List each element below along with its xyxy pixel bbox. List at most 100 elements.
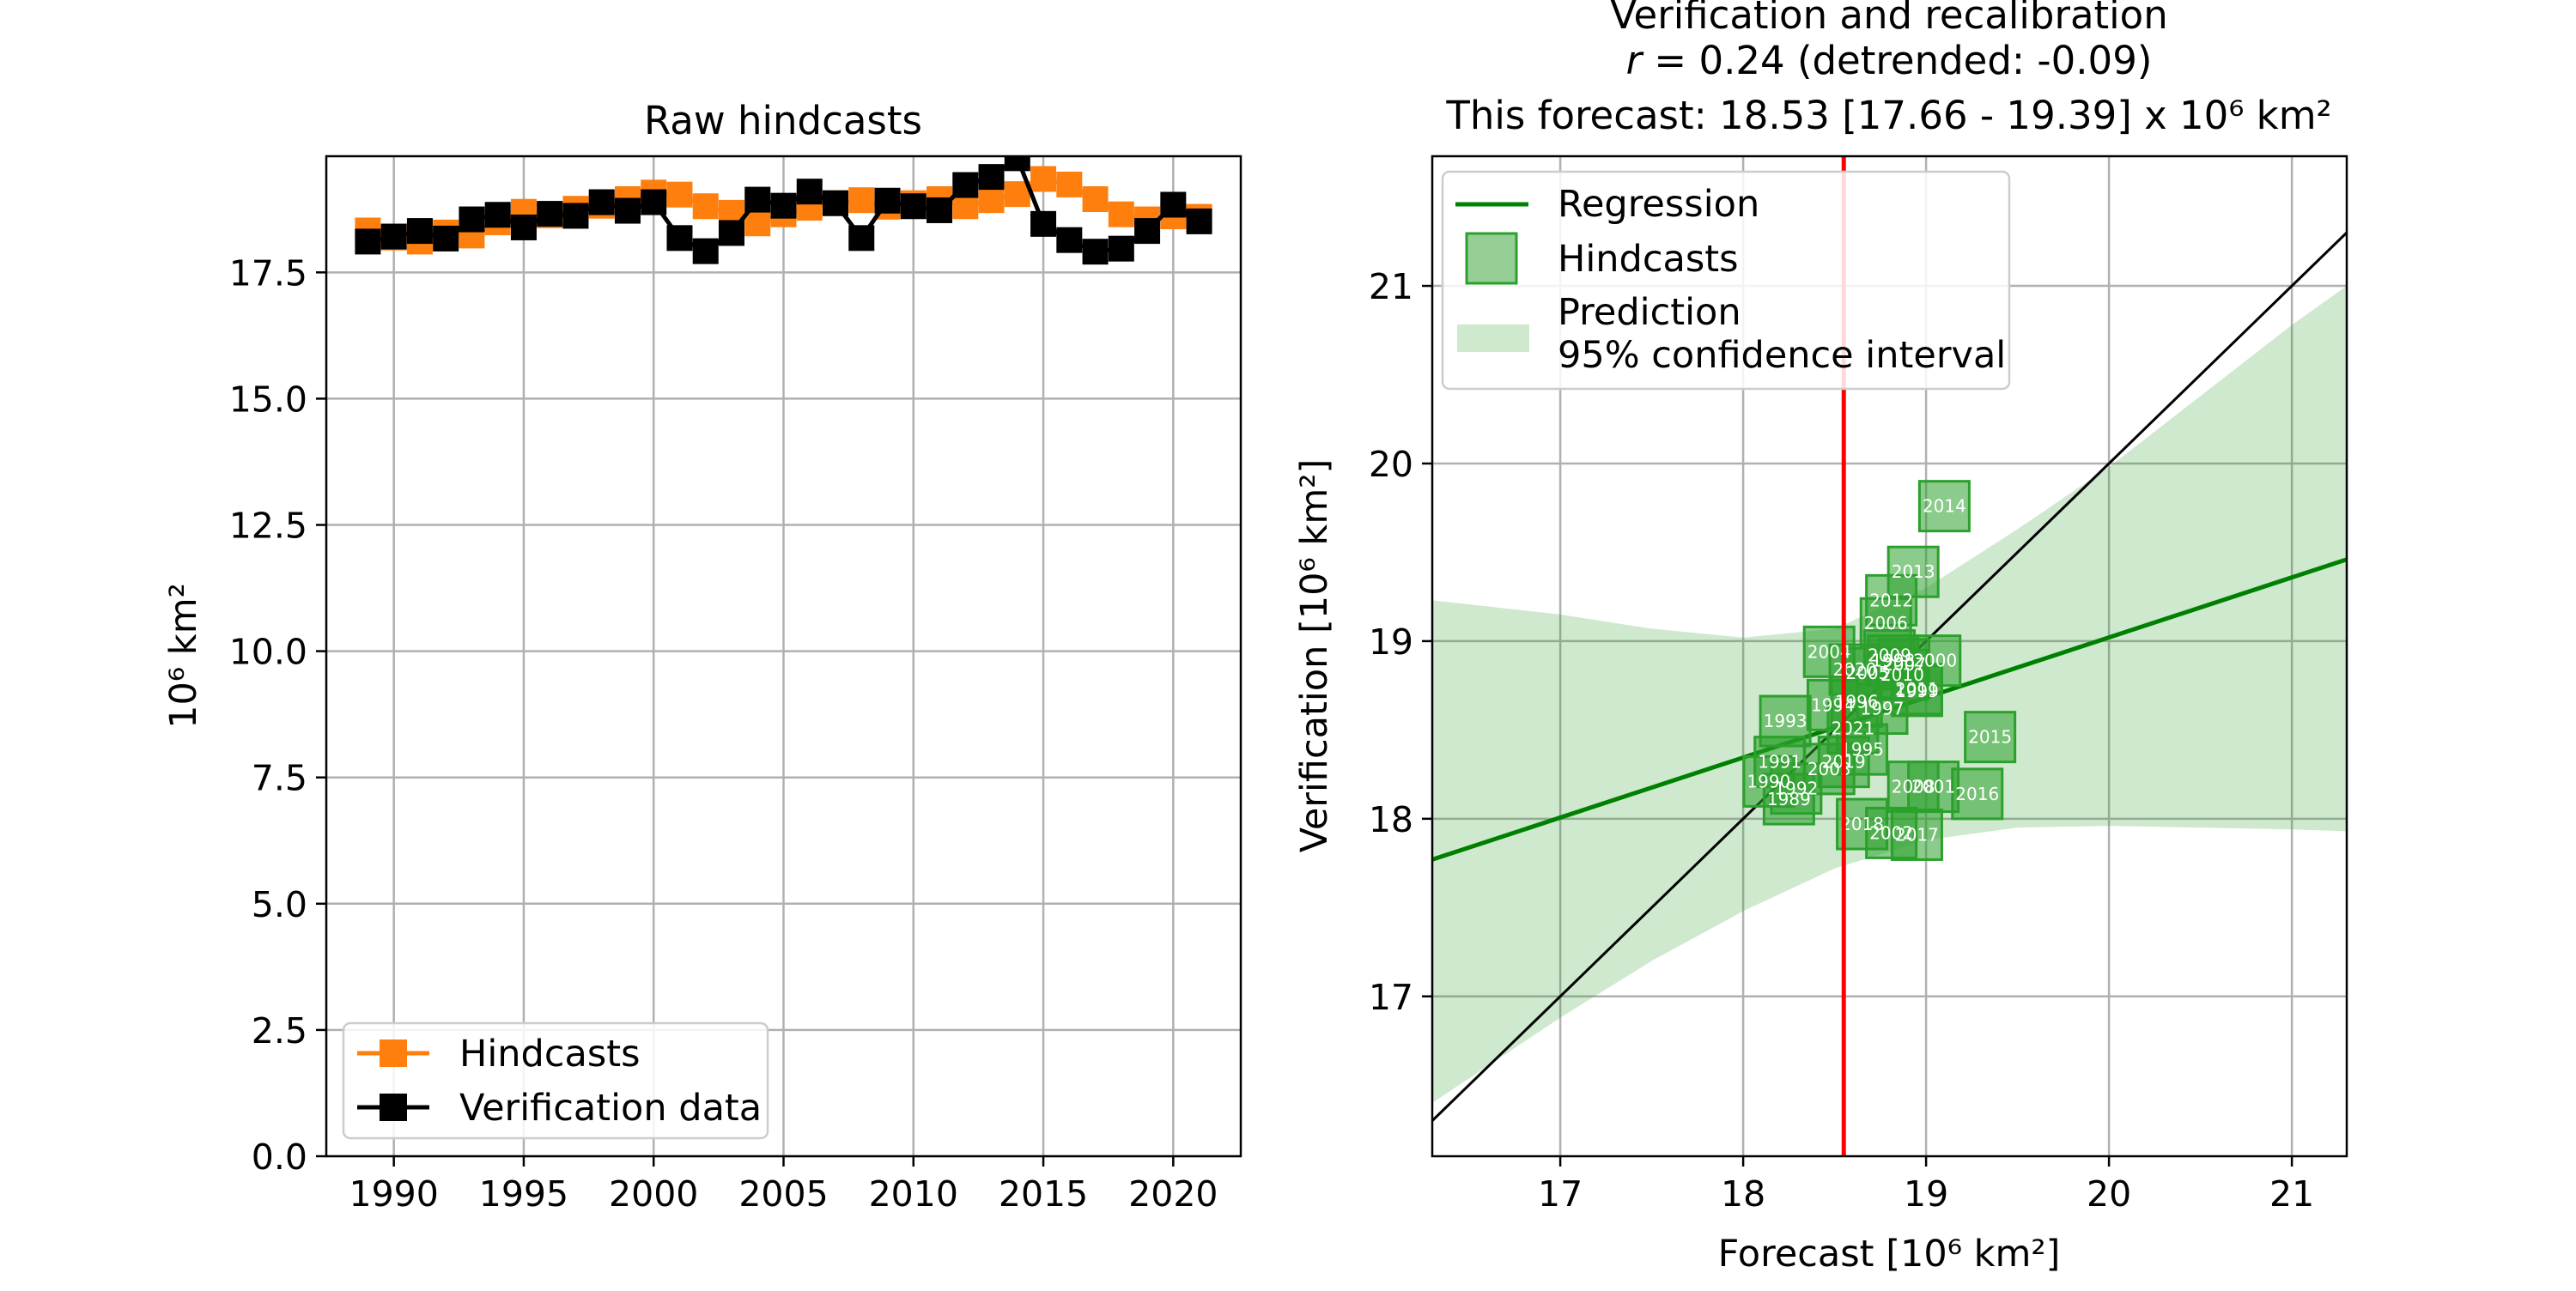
left-hindcasts-marker xyxy=(692,193,719,220)
hindcast-year-label: 2018 xyxy=(1840,814,1884,834)
left-y-tick-label: 2.5 xyxy=(252,1010,307,1052)
left-hindcasts-marker xyxy=(848,187,875,214)
right-title-r-value: = 0.24 (detrended: -0.09) xyxy=(1642,38,2152,83)
left-verification-marker xyxy=(823,190,849,216)
left-verification-marker xyxy=(459,206,485,233)
right-chart-title-line2: r = 0.24 (detrended: -0.09) xyxy=(1626,38,2153,83)
left-verification-marker xyxy=(900,193,927,220)
hindcast-year-label: 1990 xyxy=(1747,771,1790,791)
hindcast-point xyxy=(1886,545,1940,598)
left-verification-marker xyxy=(744,186,771,213)
left-x-tick-label: 2020 xyxy=(1128,1173,1218,1215)
legend-hindcasts-scatter-label: Hindcasts xyxy=(1558,238,1739,281)
left-y-tick-label: 10.0 xyxy=(229,632,307,673)
left-y-tick-label: 17.5 xyxy=(229,252,307,294)
left-legend[interactable]: Hindcasts Verification data xyxy=(342,1021,769,1140)
left-verification-marker xyxy=(562,203,589,229)
legend-hindcasts-marker xyxy=(380,1039,407,1067)
left-verification-marker xyxy=(1186,208,1212,234)
hindcast-year-label: 2000 xyxy=(1913,651,1957,671)
hindcast-year-label: 2009 xyxy=(1868,645,1911,665)
hindcast-year-label: 2015 xyxy=(1968,727,2012,748)
hindcast-year-label: 2007 xyxy=(1882,654,1926,675)
verification-panel: Verification and recalibration r = 0.24 … xyxy=(1293,0,2348,1276)
left-hindcasts-marker xyxy=(1030,166,1057,192)
hindcast-year-label: 2011 xyxy=(1895,679,1939,700)
left-hindcasts-marker xyxy=(978,187,1005,214)
hindcast-point xyxy=(1890,663,1943,716)
hindcast-year-label: 1997 xyxy=(1861,699,1905,719)
right-y-tick-label: 19 xyxy=(1369,621,1413,663)
right-x-tick-label: 17 xyxy=(1538,1173,1583,1215)
left-verification-marker xyxy=(1056,227,1083,253)
hindcast-year-label: 2008 xyxy=(1892,777,1935,797)
left-plot-area xyxy=(355,156,1212,265)
hindcast-year-label: 2002 xyxy=(1869,822,1913,843)
hindcast-year-label: 2021 xyxy=(1831,718,1874,738)
left-verification-marker xyxy=(510,214,537,240)
left-y-tick-label: 15.0 xyxy=(229,379,307,420)
right-y-tick-label: 18 xyxy=(1369,799,1413,840)
hindcast-point xyxy=(1917,480,1971,533)
hindcast-year-label: 2016 xyxy=(1955,784,1999,804)
left-verification-marker xyxy=(484,202,511,228)
hindcast-year-label: 2013 xyxy=(1892,561,1935,582)
left-y-tick-label: 7.5 xyxy=(252,758,307,799)
hindcast-year-label: 2012 xyxy=(1869,590,1913,610)
left-verification-marker xyxy=(666,225,693,252)
legend-verification-marker xyxy=(380,1094,407,1121)
legend-hindcasts-label: Hindcasts xyxy=(459,1033,641,1076)
left-y-tick-label: 12.5 xyxy=(229,506,307,547)
left-verification-marker xyxy=(1134,218,1161,245)
left-verification-marker xyxy=(588,189,615,215)
left-verification-marker xyxy=(692,238,719,264)
raw-hindcasts-panel: Raw hindcasts 1990 1995 2000 2005 2010 2015 20… xyxy=(162,98,1242,1215)
left-verification-marker xyxy=(718,220,744,246)
left-verification-marker xyxy=(978,164,1005,191)
right-x-tick-label: 20 xyxy=(2087,1173,2131,1215)
left-x-tick-label: 2010 xyxy=(869,1173,958,1215)
legend-confidence-label: 95% confidence interval xyxy=(1558,334,2006,377)
left-x-tick-label: 1995 xyxy=(479,1173,568,1215)
left-verification-marker xyxy=(406,218,433,245)
right-x-tick-label: 19 xyxy=(1904,1173,1948,1215)
left-y-axis-label: 10⁶ km² xyxy=(162,583,205,729)
hindcast-year-label: 2005 xyxy=(1845,663,1889,683)
left-verification-marker xyxy=(848,225,875,252)
hindcast-year-label: 2020 xyxy=(1833,659,1877,680)
left-verification-marker xyxy=(1160,191,1187,218)
left-verification-marker xyxy=(641,189,667,215)
legend-confidence-patch xyxy=(1457,324,1529,352)
legend-verification-label: Verification data xyxy=(459,1087,762,1130)
hindcast-point xyxy=(1828,643,1881,696)
left-hindcasts-marker xyxy=(1082,186,1109,213)
left-hindcasts-marker xyxy=(1056,171,1083,197)
hindcast-point xyxy=(1951,767,2004,821)
left-verification-marker xyxy=(874,187,901,214)
hindcast-year-label: 1993 xyxy=(1764,711,1807,731)
right-x-tick-label: 18 xyxy=(1721,1173,1765,1215)
right-x-axis-label: Forecast [10⁶ km²] xyxy=(1718,1233,2061,1276)
right-legend[interactable]: Regression Hindcasts Prediction 95% conf… xyxy=(1441,170,2011,391)
right-plot-area: 1989199019911992199319941995199619971998… xyxy=(1432,156,2347,1156)
left-verification-marker xyxy=(433,225,459,252)
left-verification-marker xyxy=(1082,239,1109,265)
left-hindcasts-marker xyxy=(744,210,771,237)
hindcast-year-label: 1989 xyxy=(1767,789,1811,809)
left-verification-marker xyxy=(380,223,407,250)
hindcast-year-label: 2017 xyxy=(1895,824,1939,845)
right-y-tick-label: 17 xyxy=(1369,977,1413,1018)
hindcast-point xyxy=(1964,711,2017,764)
left-x-tick-label: 2005 xyxy=(738,1173,828,1215)
left-legend-frame xyxy=(342,1021,769,1140)
hindcast-point xyxy=(1890,808,1943,861)
hindcast-year-label: 2014 xyxy=(1923,496,1966,517)
left-y-tick-label: 0.0 xyxy=(252,1136,307,1178)
right-legend-frame xyxy=(1441,170,2011,391)
hindcast-year-label: 1995 xyxy=(1840,739,1884,760)
left-chart-title: Raw hindcasts xyxy=(644,98,922,143)
left-verification-marker xyxy=(770,192,797,219)
